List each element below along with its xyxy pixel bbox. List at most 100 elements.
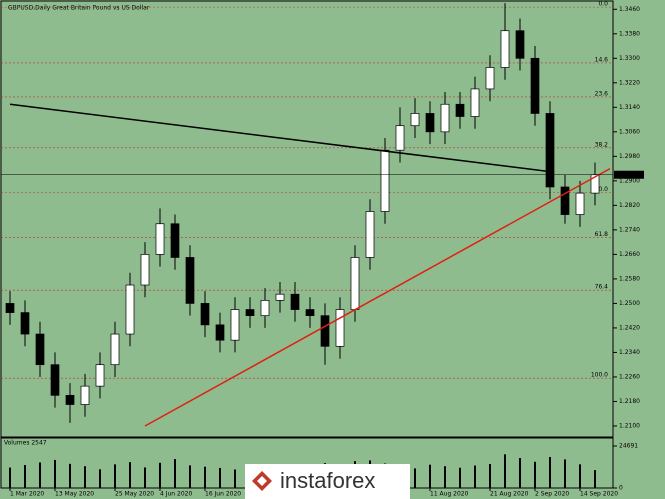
volume-bar — [54, 459, 56, 488]
candle-body — [515, 30, 525, 59]
candle-body — [500, 30, 510, 68]
y-tick-label: 1.2100 — [619, 422, 640, 429]
candle-body — [440, 103, 450, 133]
volume-bar — [24, 465, 26, 488]
candle-body — [185, 257, 195, 304]
y-tick-label: 1.2740 — [619, 226, 640, 233]
y-tick-label: 1.3300 — [619, 55, 640, 62]
fib-label: 50.0 — [595, 186, 609, 193]
volume-bar — [504, 454, 506, 488]
logo-box — [245, 464, 410, 499]
volume-bar — [219, 467, 221, 488]
volume-bar — [144, 467, 146, 488]
candle-body — [380, 149, 390, 212]
candle-body — [395, 125, 405, 151]
volume-bar — [114, 464, 116, 488]
candle-body — [290, 293, 300, 310]
price-panel — [0, 0, 614, 438]
x-tick-label: 16 Jun 2020 — [205, 491, 241, 498]
volume-bar — [9, 467, 11, 488]
volume-title: Volumes 2547 — [4, 440, 47, 447]
volume-bar — [579, 464, 581, 488]
logo-text: instaforex — [280, 468, 375, 493]
volume-bar — [534, 461, 536, 488]
candle-body — [365, 211, 375, 258]
volume-bar — [459, 467, 461, 488]
candle-body — [170, 223, 180, 258]
volume-bar — [99, 469, 101, 488]
logo-icon-inner — [257, 476, 267, 486]
x-tick-label: 25 May 2020 — [115, 491, 154, 498]
y-tick-label: 1.2340 — [619, 349, 640, 356]
last-price-label: 1.2920 — [617, 171, 638, 178]
candle-body — [80, 385, 90, 405]
fib-label: 23.6 — [595, 90, 609, 97]
fib-label: 38.2 — [595, 141, 609, 148]
candle-body — [260, 299, 270, 317]
volume-bar — [564, 459, 566, 488]
fib-label: 14.6 — [595, 56, 609, 63]
y-tick-label: 1.2500 — [619, 300, 640, 307]
y-tick-label: 1.2420 — [619, 324, 640, 331]
y-tick-label: 1.3060 — [619, 128, 640, 135]
x-tick-label: 1 Mar 2020 — [10, 491, 44, 498]
y-tick-label: 1.2900 — [619, 177, 640, 184]
candle-body — [485, 67, 495, 90]
candle-body — [560, 186, 570, 215]
volume-bar — [594, 470, 596, 488]
candle-body — [50, 364, 60, 396]
candle-body — [320, 315, 330, 347]
y-tick-label: 1.2660 — [619, 251, 640, 258]
y-tick-label: 1.3220 — [619, 79, 640, 86]
fib-label: 100.0 — [591, 372, 608, 379]
x-tick-label: 11 Aug 2020 — [430, 491, 469, 498]
volume-bar — [489, 464, 491, 488]
volume-bar — [129, 462, 131, 488]
candle-body — [215, 324, 225, 341]
candle-body — [455, 103, 465, 117]
volume-bar — [519, 458, 521, 488]
candle-body — [200, 303, 210, 326]
y-tick-label: 1.2980 — [619, 153, 640, 160]
volume-bar — [234, 469, 236, 488]
x-tick-label: 14 Sep 2020 — [580, 491, 618, 498]
y-tick-label: 1.3380 — [619, 30, 640, 37]
candle-body — [545, 113, 555, 188]
candle-body — [20, 312, 30, 335]
x-tick-label: 21 Aug 2020 — [490, 491, 529, 498]
volume-bar — [549, 457, 551, 488]
y-tick-label: 1.2260 — [619, 373, 640, 380]
volume-tick-label: 24691 — [619, 443, 638, 450]
candle-body — [410, 113, 420, 127]
y-tick-label: 1.2180 — [619, 398, 640, 405]
last-price-box — [614, 170, 644, 179]
fib-label: 76.4 — [595, 284, 609, 291]
watermark-box: instaforex — [245, 464, 410, 499]
volume-bar — [69, 463, 71, 488]
volume-bar — [429, 464, 431, 488]
candle-body — [95, 364, 105, 387]
volume-bar — [39, 462, 41, 488]
candle-body — [335, 309, 345, 347]
candle-body — [425, 113, 435, 133]
y-tick-label: 1.3140 — [619, 104, 640, 111]
candle-body — [35, 333, 45, 366]
candle-body — [5, 303, 15, 313]
chart-title: GBPUSD,Daily Great Britain Pound vs US D… — [8, 5, 150, 12]
volume-bar — [84, 466, 86, 488]
candle-body — [155, 223, 165, 255]
volume-bar — [474, 465, 476, 488]
candle-body — [65, 394, 75, 405]
candle-body — [110, 333, 120, 366]
trend-line — [144, 167, 611, 427]
fib-label: 61.8 — [595, 231, 609, 238]
trend-line — [9, 103, 551, 173]
volume-bar — [414, 468, 416, 488]
volume-tick-label: 0 — [619, 485, 623, 492]
candle-body — [140, 254, 150, 286]
volume-bar — [204, 466, 206, 488]
candle-body — [470, 88, 480, 117]
volume-bar — [159, 462, 161, 488]
